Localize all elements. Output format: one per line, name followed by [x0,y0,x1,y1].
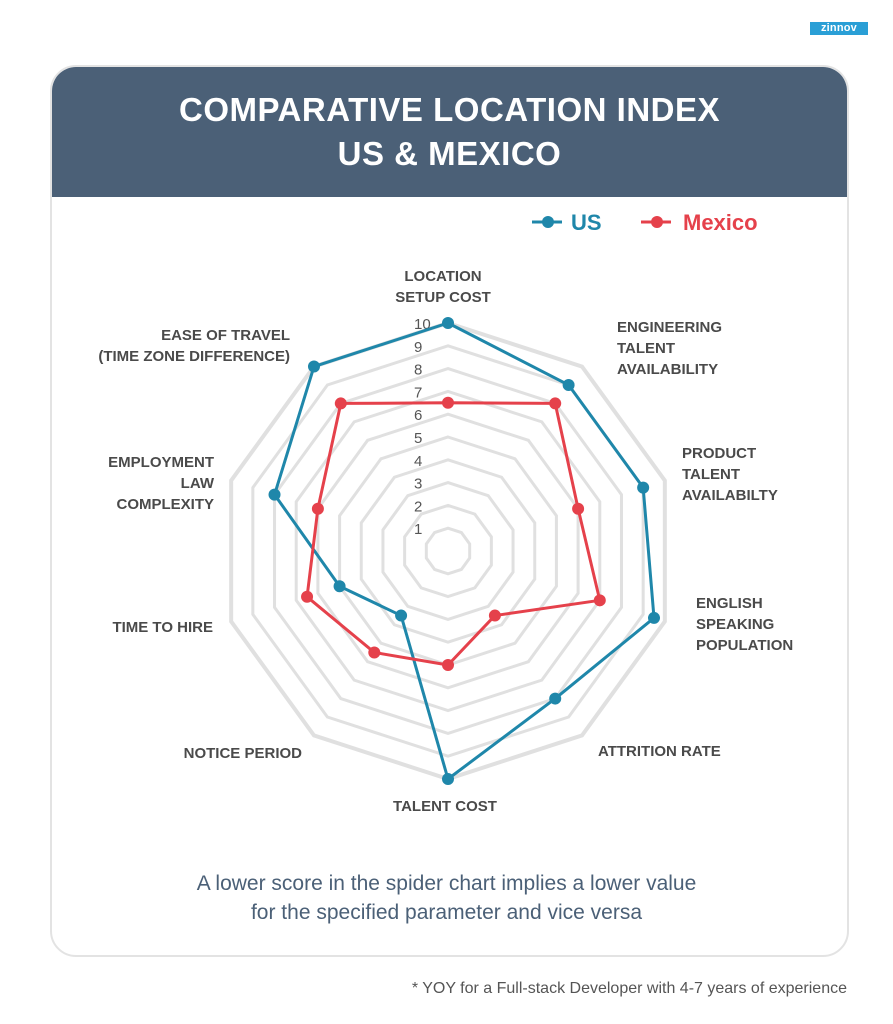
tick-label: 3 [414,476,422,493]
axis-label: AVAILABILITY [617,361,718,378]
page-subtitle: US & MEXICO [337,135,562,172]
tick-label: 6 [414,407,422,424]
note-line-2: for the specified parameter and vice ver… [250,901,643,924]
axis-label: AVAILABILTY [682,487,778,504]
radar-series [268,317,660,785]
legend-swatch-dot [651,216,663,228]
grid-ring-3 [381,481,515,621]
axis-label: LOCATION [404,268,481,285]
grid-ring-7 [294,389,602,713]
axis-label: LAW [181,475,215,492]
axis-label: PRODUCT [682,445,756,462]
note-line-1: A lower score in the spider chart implie… [196,872,697,895]
axis-label: SETUP COST [395,289,491,306]
data-point-mexico [442,659,454,671]
axis-label: ENGLISH [696,595,763,612]
axis-label: TALENT [617,340,675,357]
data-point-us [395,609,408,622]
axis-label: TALENT COST [393,798,497,815]
footnote: * YOY for a Full-stack Developer with 4-… [411,980,847,997]
tick-label: 2 [414,498,422,515]
grid-ring-5 [338,435,558,667]
page-title: COMPARATIVE LOCATION INDEX [179,91,720,128]
axis-label: ATTRITION RATE [598,743,721,760]
data-point-us [307,360,320,373]
data-point-mexico [311,502,324,515]
data-point-mexico [334,397,347,410]
title-banner: COMPARATIVE LOCATION INDEX US & MEXICO [52,67,847,197]
tick-label: 7 [414,384,422,401]
data-point-us [647,611,660,624]
data-point-us [268,488,281,501]
axis-label: POPULATION [696,637,793,654]
data-point-mexico [368,646,381,659]
data-point-mexico [442,396,454,409]
tick-label: 8 [414,362,422,379]
axis-label: COMPLEXITY [116,496,214,513]
grid-ring-8 [273,367,623,735]
axis-label: TIME TO HIRE [112,619,213,636]
zinnov-logo: zinnov [810,22,868,35]
data-point-mexico [488,609,501,622]
axis-label: NOTICE PERIOD [184,745,303,762]
axis-label: (TIME ZONE DIFFERENCE) [98,348,290,365]
data-point-us [637,481,650,494]
grid-ring-1 [424,526,472,576]
data-point-us [442,317,454,329]
tick-label: 1 [414,521,422,538]
axis-label: ENGINEERING [617,319,722,336]
data-point-mexico [572,502,585,515]
legend-label-us: US [571,210,602,235]
tick-label: 4 [414,453,422,470]
legend-swatch-dot [542,216,554,228]
data-point-us [549,692,562,705]
data-point-mexico [301,590,314,603]
axis-label: EASE OF TRAVEL [161,327,290,344]
axis-labels: LOCATION SETUP COST ENGINEERING TALENT AVAIL… [98,268,793,815]
radar-grid [229,320,667,782]
data-point-us [333,580,346,593]
axis-label: SPEAKING [696,616,774,633]
chart-card: COMPARATIVE LOCATION INDEX US & MEXICO [50,65,849,957]
data-point-mexico [549,397,562,410]
tick-label: 5 [414,430,422,447]
grid-ring-2 [403,503,493,599]
axis-label: TALENT [682,466,740,483]
legend-label-mexico: Mexico [683,210,758,235]
legend: US Mexico [532,210,758,235]
grid-ring-4 [359,458,537,644]
data-point-us [562,378,575,391]
tick-label: 9 [414,339,422,356]
series-line-us [273,321,656,781]
axis-label: EMPLOYMENT [108,454,214,471]
data-point-mexico [593,594,606,607]
data-point-us [442,773,454,785]
grid-ring-6 [316,412,580,690]
